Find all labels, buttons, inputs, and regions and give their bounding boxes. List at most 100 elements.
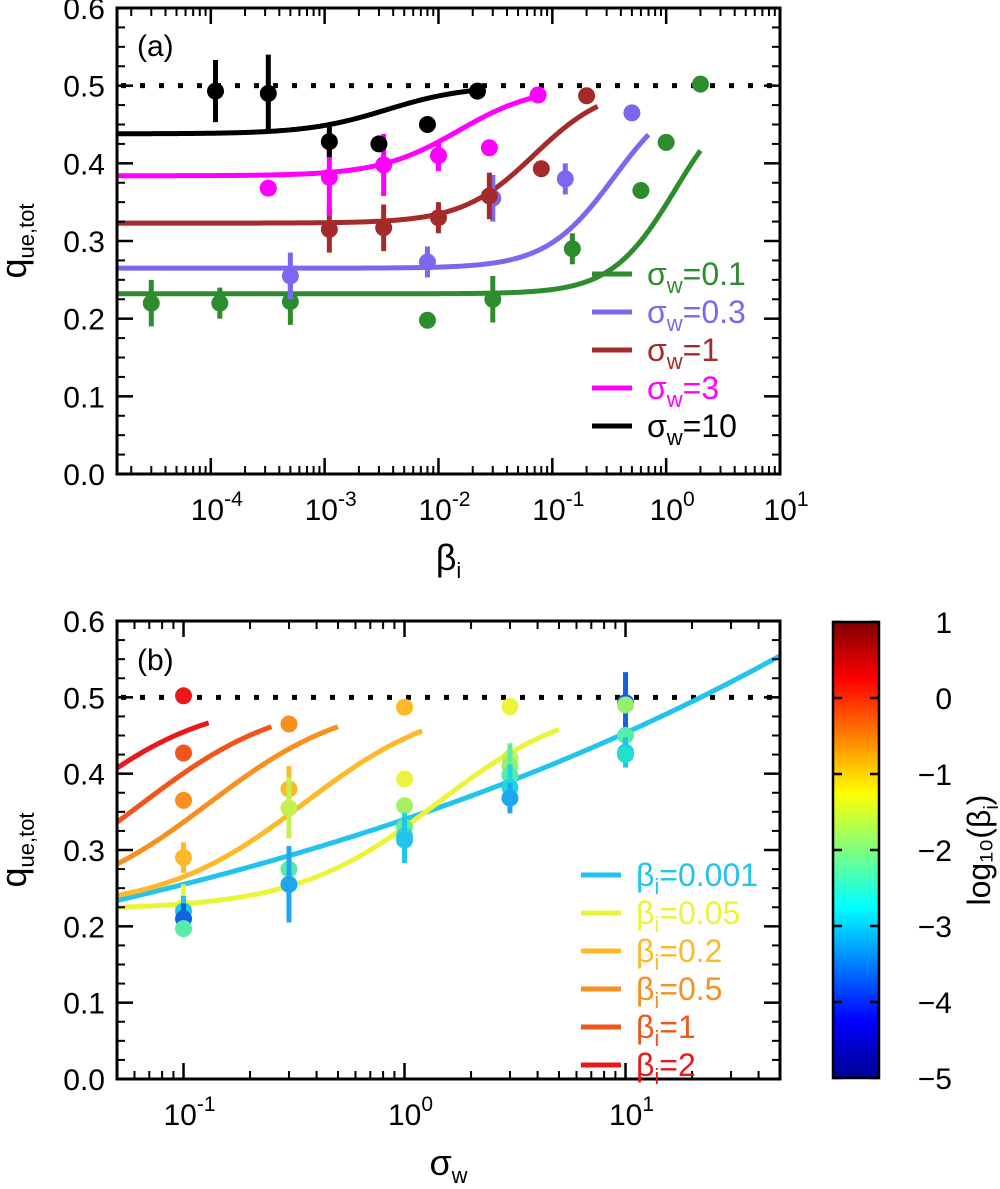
colorbar-tick-label: −4 — [918, 987, 952, 1020]
panel-b-fit-curves — [117, 653, 780, 910]
panel-b-fit-line — [117, 720, 210, 771]
panel-b-fit-line — [117, 728, 423, 898]
panel-a-legend-entry: σw=1 — [647, 332, 719, 374]
panel-a-xlabel: βi — [436, 537, 462, 583]
panel-b-axes: 0.0 0.1 0.2 0.3 0.4 0.5 0.6 10-1 100 101 σw que,tot — [0, 606, 781, 1188]
colorbar-ticks: 1 0 −1 −2 −3 −4 −5 — [833, 607, 952, 1096]
panel-b-ylabel: que,tot — [0, 812, 39, 887]
colorbar: 1 0 −1 −2 −3 −4 −5 log₁₀(βi) — [831, 607, 1000, 1096]
panel-a-point — [563, 240, 581, 258]
panel-a-ytick-label: 0.4 — [63, 148, 105, 181]
panel-b-point — [396, 770, 414, 788]
panel-a-legend-entry: σw=0.1 — [647, 256, 746, 298]
panel-a-fit-line — [117, 132, 651, 271]
panel-a-xtick-label: 10-4 — [191, 488, 243, 527]
panel-a-axes: 0.0 0.1 0.2 0.3 0.4 0.5 0.6 10-4 10-3 10-2 10-1 100… — [0, 0, 809, 583]
panel-a-point — [578, 87, 596, 105]
panel-b-fit-line — [117, 724, 339, 867]
panel-a-point — [259, 179, 277, 197]
panel-b: 0.0 0.1 0.2 0.3 0.4 0.5 0.6 10-1 100 101 σw que,tot… — [0, 606, 782, 1188]
panel-a-ytick-label: 0.5 — [63, 71, 105, 104]
panel-a-point — [429, 209, 447, 227]
panel-b-legend-entry: βi=0.05 — [636, 895, 740, 937]
panel-a-point — [370, 135, 388, 153]
panel-a-point — [418, 253, 436, 271]
panel-b-legend-entry: βi=0.2 — [636, 933, 722, 975]
colorbar-tick-label: 0 — [935, 683, 952, 716]
panel-a-point — [691, 75, 709, 93]
panel-b-point — [175, 920, 193, 938]
panel-a-point — [623, 104, 641, 122]
panel-b-point — [396, 698, 414, 716]
panel-a-ytick-label: 0.0 — [63, 459, 105, 492]
colorbar-tick-label: −5 — [918, 1063, 952, 1096]
panel-b-point — [175, 687, 193, 705]
panel-a-ytick-label: 0.6 — [63, 0, 105, 26]
panel-a-xtick-label: 101 — [763, 488, 808, 527]
panel-b-point — [501, 789, 519, 807]
panel-b-data-points — [175, 672, 635, 938]
panel-b-xlabel: σw — [429, 1142, 467, 1188]
panel-b-legend-entry: βi=0.001 — [636, 857, 758, 899]
panel-b-point — [617, 746, 635, 764]
panel-a-point — [484, 290, 502, 308]
panel-b-ytick-label: 0.0 — [63, 1064, 105, 1097]
panel-a-xtick-label: 100 — [650, 488, 695, 527]
panel-a-ytick-label: 0.3 — [63, 226, 105, 259]
panel-b-xtick-label: 101 — [609, 1093, 654, 1132]
panel-a-legend-entry: σw=3 — [647, 370, 719, 412]
panel-a-point — [529, 86, 547, 104]
panel-a-ytick-label: 0.1 — [63, 381, 105, 414]
panel-b-ytick-label: 0.6 — [63, 606, 105, 639]
panel-b-point — [617, 696, 635, 714]
panel-b-ytick-label: 0.2 — [63, 911, 105, 944]
panel-b-fit-line — [117, 653, 780, 903]
panel-b-point — [280, 875, 298, 893]
panel-a-point — [468, 82, 486, 100]
colorbar-tick-label: −2 — [918, 835, 952, 868]
panel-a-data-points — [142, 54, 709, 329]
panel-a-point — [375, 219, 393, 237]
panel-a-ytick-label: 0.2 — [63, 304, 105, 337]
colorbar-tick-label: −3 — [918, 911, 952, 944]
panel-b-legend-entry: βi=1 — [636, 1009, 696, 1051]
panel-b-point — [175, 849, 193, 867]
panel-b-fit-line — [117, 724, 273, 825]
panel-b-ytick-label: 0.4 — [63, 759, 105, 792]
panel-a-point — [480, 187, 498, 205]
panel-a-point — [207, 82, 225, 100]
panel-a-point — [556, 170, 574, 188]
panel-a-point — [632, 182, 650, 200]
colorbar-label: log₁₀(βi) — [961, 795, 1000, 906]
panel-a-legend: σw=0.1σw=0.3σw=1σw=3σw=10 — [592, 256, 746, 450]
panel-b-label: (b) — [137, 644, 174, 677]
panel-b-point — [617, 727, 635, 744]
panel-a-legend-entry: σw=0.3 — [647, 294, 746, 336]
panel-a-xtick-label: 10-2 — [418, 488, 470, 527]
panel-b-point — [396, 831, 414, 849]
panel-a-point — [320, 133, 338, 151]
panel-a-legend-entry: σw=10 — [647, 408, 737, 450]
panel-b-legend-entry: βi=0.5 — [636, 971, 722, 1013]
panel-a: 0.0 0.1 0.2 0.3 0.4 0.5 0.6 10-4 10-3 10-2 10-1 100… — [0, 0, 809, 583]
panel-a-point — [532, 160, 550, 178]
panel-b-legend-entry: βi=2 — [636, 1047, 696, 1089]
panel-a-fit-curves — [117, 87, 703, 297]
panel-a-point — [211, 294, 229, 312]
panel-a-fit-line — [117, 104, 599, 226]
panel-a-point — [657, 133, 675, 151]
panel-a-point — [375, 156, 393, 174]
panel-b-point — [175, 791, 193, 809]
panel-a-point — [429, 147, 447, 165]
panel-b-ytick-label: 0.1 — [63, 988, 105, 1021]
panel-b-point — [280, 799, 298, 817]
panel-b-point — [501, 697, 519, 715]
panel-b-point — [175, 744, 193, 762]
panel-b-xtick-label: 100 — [388, 1093, 433, 1132]
panel-b-ytick-label: 0.5 — [63, 682, 105, 715]
panel-a-xtick-label: 10-1 — [532, 488, 584, 527]
panel-b-point — [396, 797, 414, 815]
panel-a-point — [418, 311, 436, 329]
panel-b-ytick-label: 0.3 — [63, 835, 105, 868]
